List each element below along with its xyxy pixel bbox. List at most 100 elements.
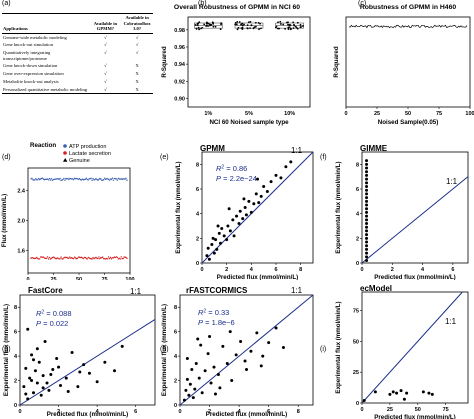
data-point <box>55 258 57 260</box>
panel-label-c: (c) <box>358 0 367 7</box>
data-point <box>365 203 369 207</box>
data-point <box>76 257 79 259</box>
data-point <box>92 178 94 180</box>
data-point <box>199 343 203 347</box>
panel-h: (h) rFASTCORMICS 0 2 4 6 8 0 2 4 6 8 1:1 R2 = 0.33 P … <box>158 280 316 419</box>
data-point <box>47 388 51 392</box>
data-point <box>207 257 211 261</box>
data-point <box>116 256 119 259</box>
data-point <box>24 366 28 370</box>
data-point <box>200 391 204 395</box>
x-tick-label: 0 <box>178 409 181 415</box>
table-row: Gene knock-down simulation √ X <box>2 62 153 70</box>
data-point <box>215 247 219 251</box>
data-point <box>42 256 45 258</box>
table-cell-cobra: X <box>135 79 139 84</box>
x-tick-label: 100 <box>125 277 134 280</box>
plot-frame <box>361 151 469 264</box>
data-point <box>289 160 293 164</box>
data-point <box>44 178 47 181</box>
y-tick-label: 0.92 <box>174 79 185 85</box>
data-point <box>119 258 121 260</box>
data-point <box>87 179 89 181</box>
data-point <box>195 27 198 30</box>
data-point <box>32 391 35 395</box>
x-tick-label: 25 <box>50 277 56 280</box>
data-point <box>365 236 369 240</box>
data-point <box>200 27 202 30</box>
data-point <box>103 360 107 364</box>
chart-title: rFASTCORMICS <box>186 286 248 295</box>
identity-line <box>179 294 314 406</box>
data-point <box>71 178 74 180</box>
data-point <box>45 257 48 260</box>
data-point <box>254 21 257 24</box>
data-point <box>41 177 44 179</box>
x-tick-label: 50 <box>415 407 421 413</box>
chart-title: Overall Robustness of GPMM in NCI 60 <box>174 4 300 11</box>
data-point <box>35 347 39 351</box>
x-tick-label: 5% <box>245 111 253 117</box>
legend-marker <box>63 144 67 148</box>
data-point <box>185 377 189 381</box>
data-point <box>365 166 369 170</box>
data-point <box>70 350 74 354</box>
data-point <box>238 209 242 213</box>
data-point <box>37 178 39 181</box>
data-point <box>95 256 97 259</box>
data-point <box>103 178 105 181</box>
data-point <box>31 177 33 180</box>
data-point <box>47 179 50 181</box>
data-point <box>240 27 243 30</box>
data-point <box>182 398 186 402</box>
panel-g: (g) FastCore 0 2 4 6 0 2 4 6 8 1:1 R2 = 0.088 P = 0.… <box>0 280 158 419</box>
data-point <box>210 23 213 26</box>
data-point <box>252 202 256 206</box>
y-tick-label: 4 <box>356 212 360 218</box>
panel-label-b: (b) <box>198 0 207 7</box>
table-row: Gene over-expression simulation √ X <box>2 70 153 78</box>
data-point <box>225 238 229 242</box>
data-point <box>365 247 369 251</box>
data-point <box>214 238 218 242</box>
data-point <box>221 344 225 348</box>
data-point <box>197 22 200 25</box>
data-point <box>292 21 295 24</box>
data-point <box>234 22 237 24</box>
data-point <box>279 176 283 180</box>
data-point <box>122 257 124 260</box>
panel-c: (c) Robustness of GPMM in H460 0 25 50 75 100… <box>318 0 474 140</box>
x-tick-label: 75 <box>436 111 442 117</box>
data-point <box>39 258 41 260</box>
plot-frame <box>179 294 314 406</box>
data-point <box>57 178 59 180</box>
data-point <box>95 380 99 384</box>
data-point <box>284 165 288 169</box>
data-point <box>282 23 285 26</box>
data-point <box>242 197 246 201</box>
data-point <box>212 25 215 28</box>
table-header-cobra: Available in Cobratoolbox 3.0? <box>121 13 153 34</box>
y-tick-label: 2 <box>356 236 359 242</box>
data-point <box>72 258 75 260</box>
data-point <box>259 364 263 368</box>
data-point <box>30 353 34 357</box>
data-point <box>402 397 406 401</box>
identity-line <box>361 176 469 264</box>
data-point <box>47 258 50 260</box>
data-point <box>279 23 282 25</box>
panel-label-f: (f) <box>320 154 327 161</box>
r-squared-label: R2 = 0.33 <box>198 308 229 317</box>
data-point <box>260 27 262 30</box>
data-point <box>281 346 285 350</box>
data-point <box>243 23 245 26</box>
data-point <box>59 383 62 387</box>
x-tick-label: 1% <box>204 111 212 117</box>
data-point <box>365 244 369 248</box>
identity-label: 1:1 <box>291 146 303 155</box>
y-tick-label: 8 <box>14 305 17 311</box>
data-point <box>196 24 199 27</box>
data-point <box>225 361 229 365</box>
chart-i: ecModel 0 25 50 75 0 25 50 75 1:1 Predicted flux (… <box>335 284 469 419</box>
data-point <box>236 28 239 31</box>
